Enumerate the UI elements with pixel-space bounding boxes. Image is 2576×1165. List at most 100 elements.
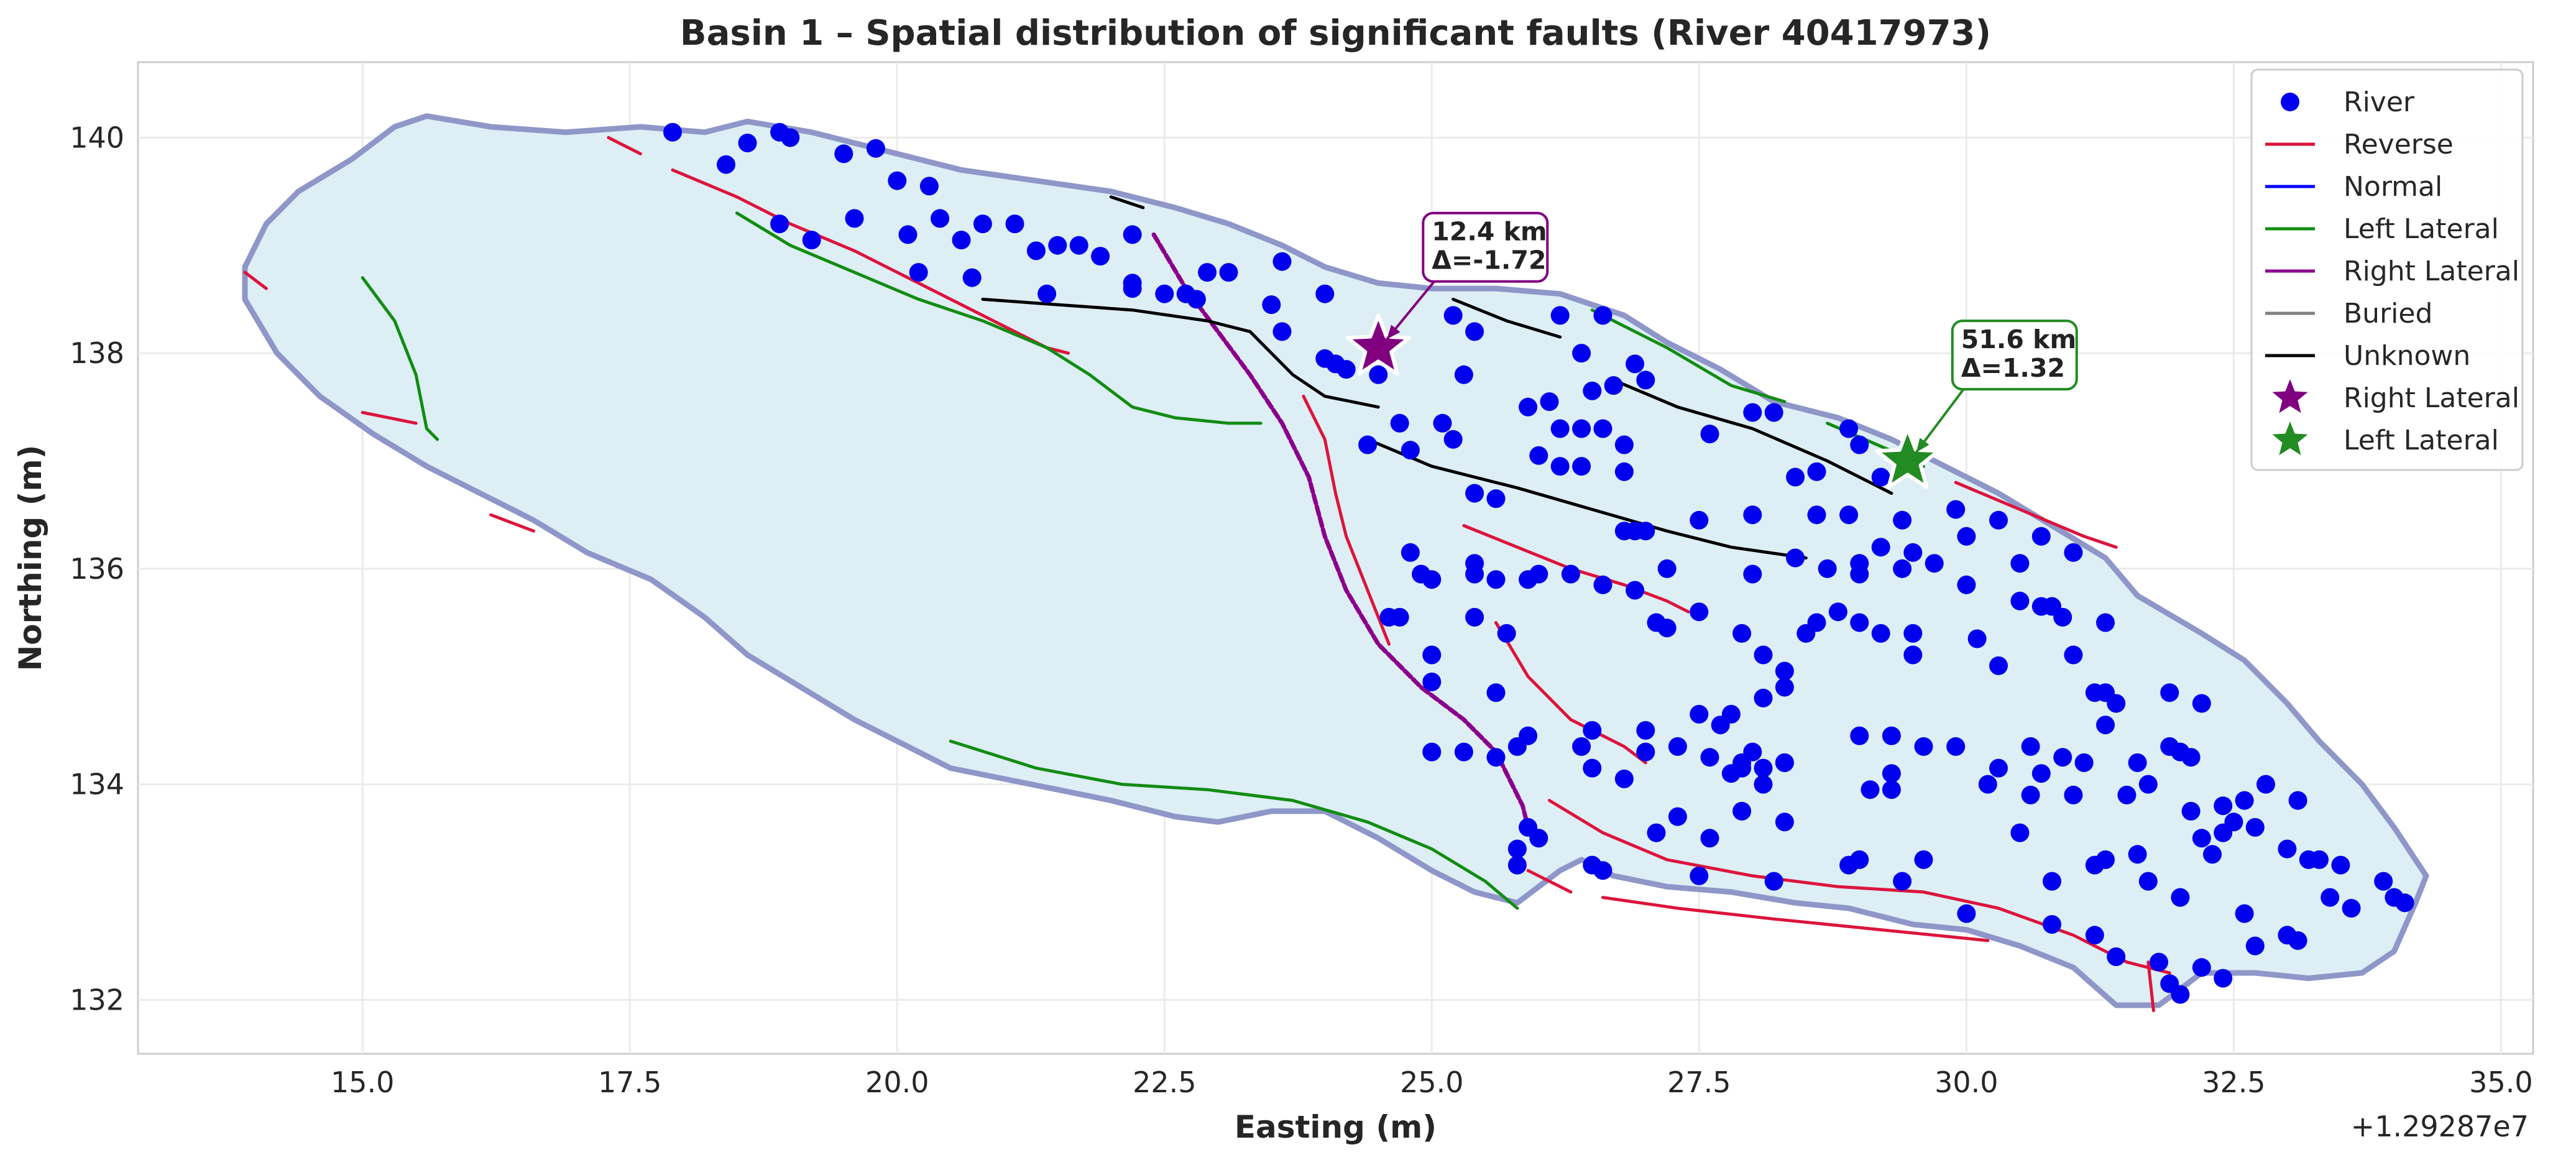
river-point xyxy=(2031,764,2051,783)
river-point xyxy=(1754,775,1773,794)
legend-label: Reverse xyxy=(2344,129,2454,160)
river-point xyxy=(2096,613,2115,632)
annotation-arrowhead xyxy=(1916,438,1930,453)
river-point xyxy=(1903,624,1923,643)
river-point xyxy=(2085,926,2104,945)
river-point xyxy=(1850,435,1869,454)
river-point xyxy=(1754,758,1773,778)
river-point xyxy=(1839,419,1859,438)
river-point xyxy=(1443,306,1463,325)
river-point xyxy=(1443,430,1463,449)
fault-line-left-lateral xyxy=(1590,308,1787,403)
y-tick-label: 138 xyxy=(70,336,124,370)
river-point xyxy=(845,209,864,228)
river-point xyxy=(1775,813,1794,832)
river-point xyxy=(866,139,885,158)
river-point xyxy=(1925,554,1944,573)
y-axis-title: Northing (m) xyxy=(12,444,48,671)
fault-line-right-lateral xyxy=(1151,232,1530,830)
legend-label: River xyxy=(2344,86,2415,118)
fault-line-reverse xyxy=(243,270,268,290)
fault-line-reverse xyxy=(607,136,642,155)
river-point xyxy=(1572,419,1591,438)
fault-star-marker xyxy=(1345,313,1411,376)
river-point xyxy=(738,134,757,152)
river-point xyxy=(2214,969,2233,988)
legend-label: Right Lateral xyxy=(2344,256,2519,287)
river-point xyxy=(1358,435,1378,454)
river-point xyxy=(1871,624,1890,643)
river-point xyxy=(1123,225,1142,244)
river-point xyxy=(1893,559,1912,578)
annotation-arrowhead xyxy=(1387,325,1401,339)
fault-line-reverse xyxy=(1302,394,1391,646)
annotations: 12.4 kmΔ=-1.72 51.6 kmΔ=1.32 xyxy=(1386,211,2078,453)
river-point xyxy=(2160,683,2179,702)
river-point xyxy=(1433,413,1452,433)
river-point xyxy=(952,231,971,250)
river-point xyxy=(2043,872,2061,891)
fault-line-reverse xyxy=(361,411,418,425)
chart-title: Basin 1 – Spatial distribution of signif… xyxy=(680,13,1991,53)
river-point xyxy=(1048,236,1067,255)
legend-label: Unknown xyxy=(2344,340,2470,372)
river-point xyxy=(973,214,992,234)
river-point xyxy=(1507,855,1527,875)
annotation-distance: 12.4 km xyxy=(1432,217,1547,247)
river-point xyxy=(1486,748,1506,767)
river-point xyxy=(1775,661,1794,681)
river-point xyxy=(1882,780,1901,799)
river-point xyxy=(2395,893,2414,913)
river-point xyxy=(1187,290,1206,309)
x-tick-label: 30.0 xyxy=(1934,1066,1998,1099)
river-point xyxy=(1871,538,1890,557)
fault-line-reverse xyxy=(1548,799,2171,975)
river-point xyxy=(1732,624,1752,643)
annotation-box xyxy=(1422,211,1549,283)
river-point xyxy=(2203,845,2222,864)
river-point xyxy=(1690,602,1709,622)
river-point xyxy=(1818,559,1837,578)
river-point xyxy=(1529,829,1548,848)
river-point xyxy=(1390,413,1409,433)
river-point xyxy=(770,214,789,234)
river-point xyxy=(1690,510,1709,530)
river-point xyxy=(2245,817,2265,837)
river-point xyxy=(1005,214,1024,234)
x-tick-label: 22.5 xyxy=(1133,1066,1196,1099)
river-point xyxy=(1401,441,1420,460)
river-point xyxy=(1540,392,1559,412)
river-point xyxy=(1529,446,1548,465)
annotation-delta: Δ=-1.72 xyxy=(1432,246,1546,275)
river-point xyxy=(2235,904,2254,923)
river-point xyxy=(919,177,939,196)
river-point xyxy=(2278,839,2297,859)
river-point xyxy=(2031,527,2051,546)
river-point xyxy=(1743,564,1762,584)
river-point xyxy=(1390,607,1409,627)
river-point xyxy=(1786,548,1805,568)
river-point xyxy=(1700,748,1719,767)
river-point xyxy=(1593,861,1612,880)
river-point xyxy=(888,171,907,190)
river-point xyxy=(1422,645,1442,665)
river-point xyxy=(1636,522,1655,541)
river-point xyxy=(1636,721,1655,740)
river-point xyxy=(2171,985,2190,1004)
river-point xyxy=(1593,419,1612,438)
river-point xyxy=(1422,570,1442,589)
fault-stars xyxy=(1345,313,1941,489)
river-point xyxy=(2331,855,2350,875)
river-point xyxy=(717,155,735,174)
river-point xyxy=(2224,813,2243,832)
fault-line-left-lateral xyxy=(949,739,1519,910)
river-point xyxy=(1583,758,1602,778)
river-point xyxy=(1583,721,1602,740)
river-point xyxy=(2342,899,2361,918)
fault-line-unknown xyxy=(1366,438,1808,559)
river-point xyxy=(1465,484,1484,503)
river-point xyxy=(1336,360,1356,379)
river-point xyxy=(2064,785,2083,804)
river-point xyxy=(2010,591,2030,610)
